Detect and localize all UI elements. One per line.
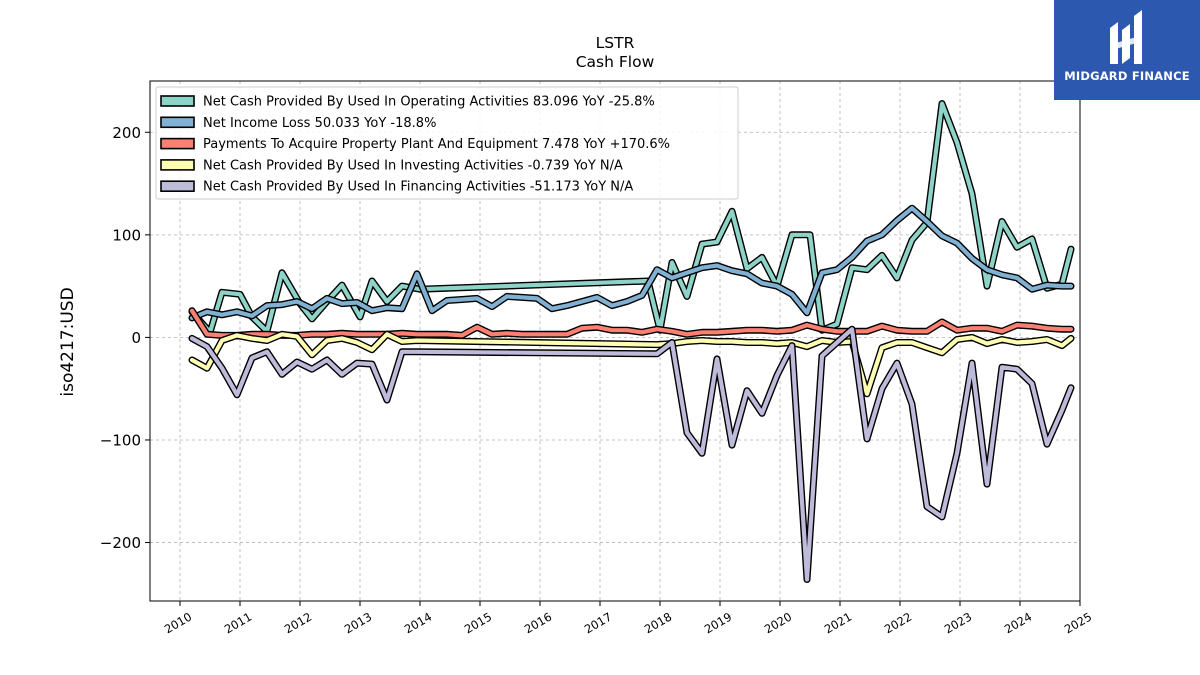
y-tick-label: 0	[131, 329, 141, 347]
legend-entry-label: Payments To Acquire Property Plant And E…	[203, 137, 670, 152]
series-stroke	[189, 327, 1074, 582]
series-line-3	[188, 307, 1075, 339]
x-axis: 2010 2011 2012 2013 2014 2015 2016 2017 2018 2019…	[162, 601, 1094, 636]
y-tick-label: 100	[112, 226, 141, 244]
legend-swatch	[160, 137, 195, 150]
series-lines	[188, 100, 1075, 583]
x-tick-label: 2014	[402, 610, 434, 637]
x-tick-label: 2013	[342, 610, 374, 637]
legend-swatch	[160, 95, 195, 107]
x-tick-label: 2019	[702, 610, 734, 637]
legend-swatch	[160, 159, 195, 171]
y-axis-label: iso4217:USD	[58, 287, 78, 396]
chart-title: LSTR	[596, 34, 635, 52]
legend-entry-label: Net Cash Provided By Used In Investing A…	[203, 158, 623, 173]
legend: Net Cash Provided By Used In Operating A…	[155, 86, 739, 200]
legend-entry-label: Net Cash Provided By Used In Operating A…	[203, 95, 655, 110]
x-tick-label: 2020	[762, 610, 794, 637]
x-tick-label: 2015	[462, 610, 494, 637]
y-axis: −200 −100 0 100 200	[100, 124, 150, 552]
chart-subtitle: Cash Flow	[576, 53, 655, 71]
x-tick-label: 2010	[162, 610, 194, 637]
y-tick-label: −200	[100, 534, 141, 552]
x-tick-label: 2017	[582, 610, 614, 637]
mf-monogram-icon	[1110, 10, 1142, 64]
x-tick-label: 2012	[282, 610, 314, 637]
x-tick-label: 2023	[942, 610, 974, 637]
legend-entry-label: Net Cash Provided By Used In Financing A…	[203, 180, 633, 195]
legend-swatch	[160, 116, 195, 129]
series-stroke	[189, 308, 1074, 338]
series-line-5	[188, 325, 1075, 583]
brand-name: MIDGARD FINANCE	[1064, 69, 1190, 83]
series-stroke	[189, 332, 1074, 396]
series-line-1	[188, 100, 1075, 336]
x-tick-label: 2016	[522, 610, 554, 637]
x-tick-label: 2024	[1002, 610, 1034, 637]
series-stroke	[189, 206, 1074, 320]
series-stroke	[189, 101, 1074, 335]
legend-entry-label: Net Income Loss 50.033 YoY -18.8%	[203, 116, 436, 131]
x-tick-label: 2011	[222, 610, 254, 637]
plot-frame	[149, 80, 1081, 602]
series-line-4	[188, 330, 1075, 398]
x-tick-label: 2022	[882, 610, 914, 637]
x-tick-label: 2021	[822, 610, 854, 637]
y-tick-label: 200	[112, 124, 141, 142]
legend-box	[155, 86, 739, 200]
series-line-2	[188, 204, 1075, 322]
midgard-finance-logo: MIDGARD FINANCE	[1054, 0, 1200, 100]
legend-swatch	[160, 180, 195, 192]
x-tick-label: 2018	[642, 610, 674, 637]
y-tick-label: −100	[100, 431, 141, 449]
x-tick-label: 2025	[1062, 610, 1094, 637]
series-outline	[188, 325, 1075, 583]
